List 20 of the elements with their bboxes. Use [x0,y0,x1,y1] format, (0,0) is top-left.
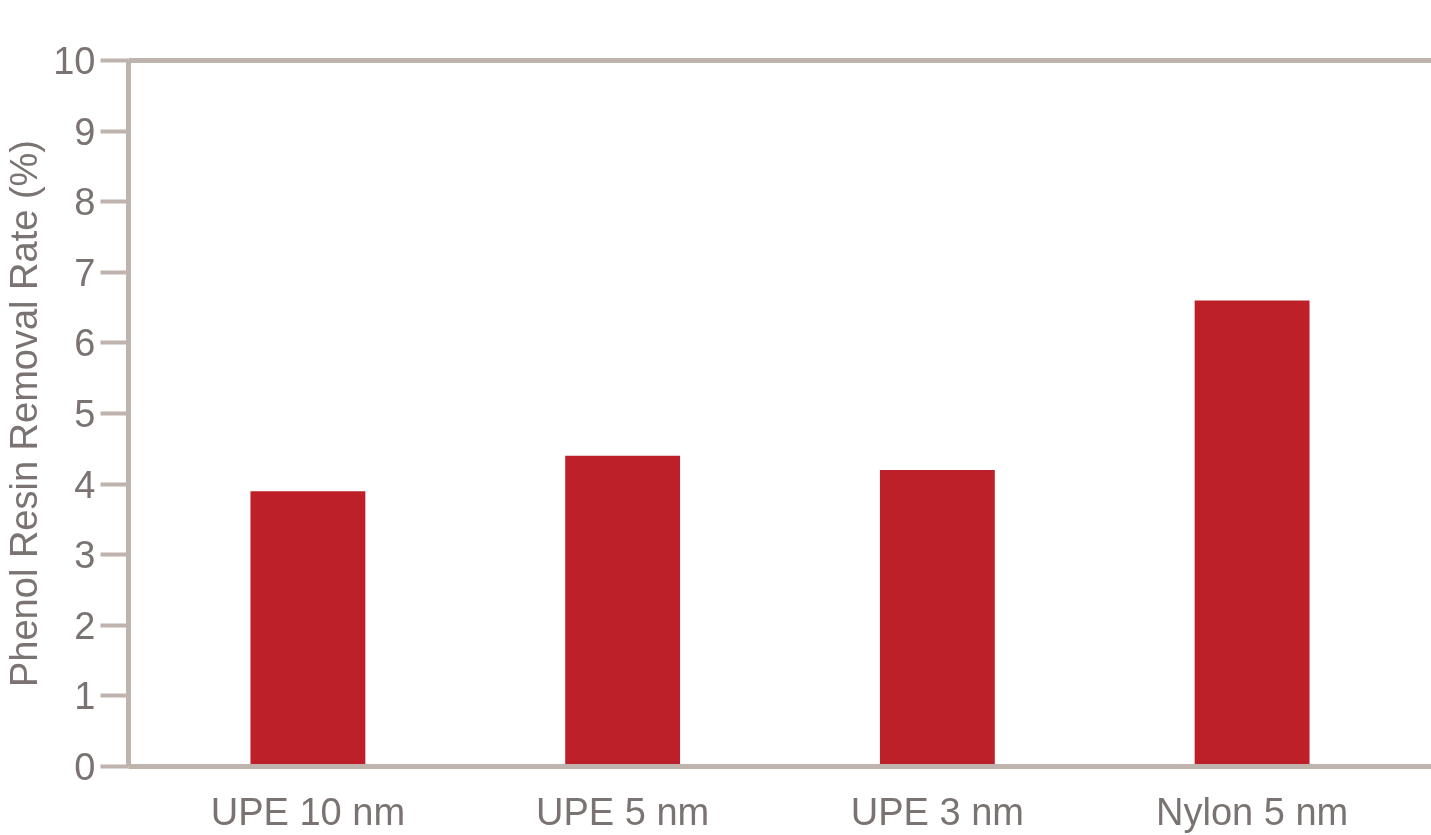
y-tick-label: 10 [53,40,96,82]
y-tick-label: 7 [74,251,96,294]
x-tick-label: UPE 5 nm [536,790,710,833]
x-tick-label: UPE 10 nm [210,790,406,833]
y-tick-label: 4 [74,463,96,506]
y-tick-label: 6 [74,322,96,365]
y-tick-label: 3 [74,534,96,577]
y-tick-label: 2 [74,604,96,647]
y-axis-title: Phenol Resin Removal Rate (%) [3,139,46,688]
y-tick-label: 9 [74,110,96,153]
y-tick-label: 5 [74,393,96,435]
x-tick-label: UPE 3 nm [850,790,1024,833]
bar [250,491,366,767]
y-tick-label: 8 [74,181,96,224]
x-tick-label: Nylon 5 nm [1156,790,1349,833]
y-tick-label: 1 [74,675,96,718]
y-tick-label: 0 [74,746,96,788]
bar [879,469,995,767]
bar [1194,300,1310,767]
bar [565,455,681,767]
